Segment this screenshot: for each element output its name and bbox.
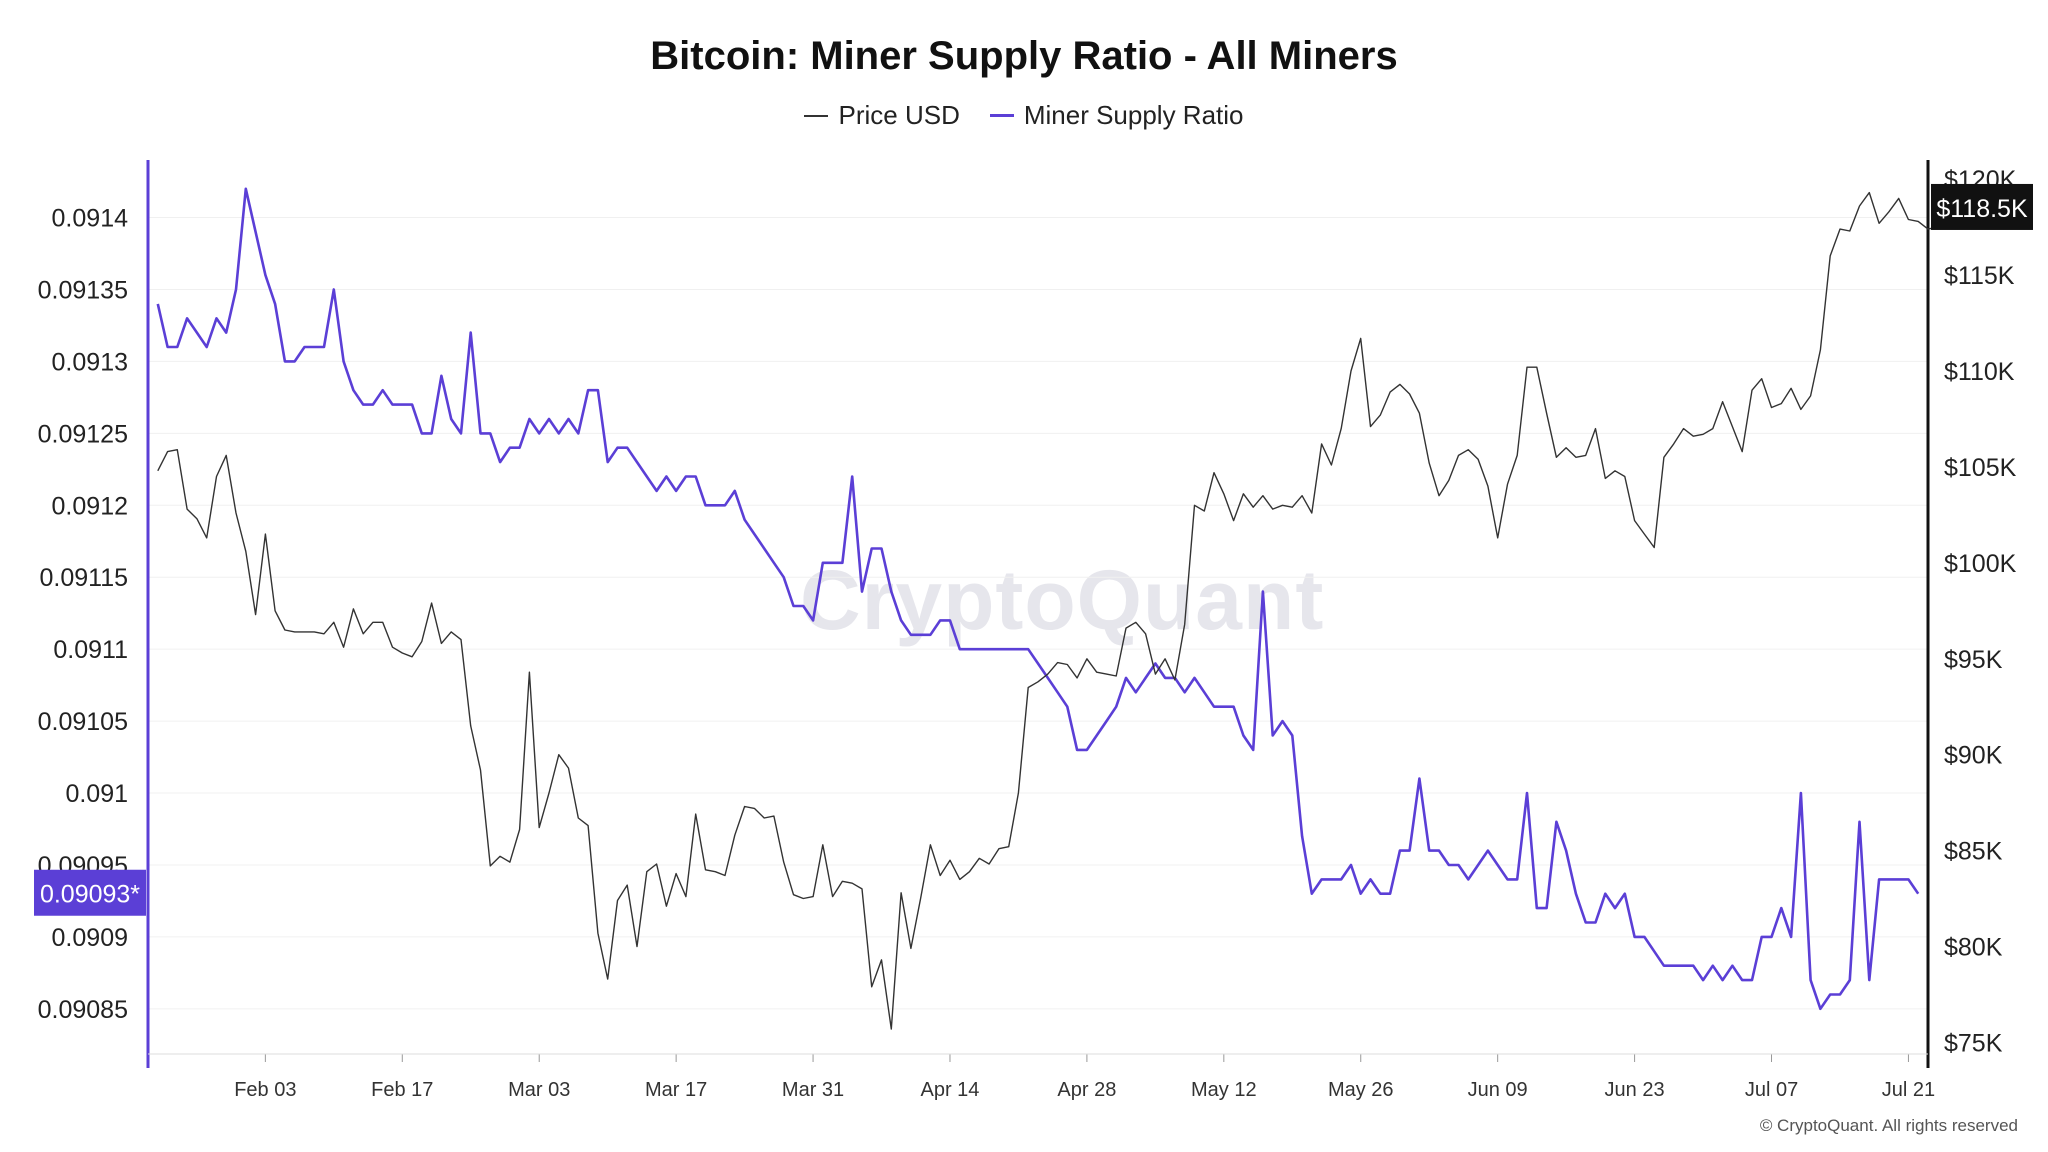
right-tick-label: $105K (1944, 454, 2017, 482)
x-tick-label: Mar 31 (782, 1079, 844, 1101)
legend: Price USD Miner Supply Ratio (0, 100, 2048, 131)
chart-title: Bitcoin: Miner Supply Ratio - All Miners (650, 34, 1398, 78)
left-tick-label: 0.09105 (38, 708, 128, 736)
legend-item-price[interactable]: Price USD (804, 100, 960, 131)
x-tick-label: Jul 07 (1745, 1079, 1798, 1101)
x-tick-label: Jul 21 (1882, 1079, 1935, 1101)
right-tick-label: $75K (1944, 1029, 2003, 1057)
axes-layer: 0.090850.09090.090950.0910.091050.09110.… (38, 160, 2017, 1101)
series-line-price-usd[interactable] (157, 186, 1958, 1030)
x-tick-label: Jun 09 (1468, 1079, 1528, 1101)
current-price-label: $118.5K (1936, 195, 2028, 223)
current-ratio-badge (34, 869, 146, 916)
left-tick-label: 0.0914 (52, 205, 129, 233)
current-ratio-label: 0.09093* (40, 881, 140, 909)
left-tick-label: 0.09085 (38, 996, 128, 1024)
series-layer (156, 186, 1958, 1030)
current-price-badge (1931, 183, 2033, 230)
legend-label-ratio: Miner Supply Ratio (1023, 100, 1244, 130)
right-tick-label: $115K (1944, 262, 2015, 290)
left-tick-label: 0.09115 (39, 564, 128, 592)
x-tick-label: Mar 03 (508, 1079, 570, 1101)
x-tick-label: Jun 23 (1605, 1079, 1665, 1101)
right-tick-label: $95K (1944, 646, 2003, 674)
legend-swatch-price (804, 114, 829, 117)
x-tick-label: May 26 (1328, 1079, 1394, 1101)
right-tick-label: $110K (1944, 358, 2015, 386)
right-tick-label: $90K (1944, 742, 2003, 770)
x-tick-label: Feb 17 (371, 1079, 433, 1101)
x-tick-label: May 12 (1191, 1079, 1257, 1101)
legend-swatch-ratio (989, 114, 1014, 117)
left-tick-label: 0.0913 (52, 348, 128, 376)
legend-item-ratio[interactable]: Miner Supply Ratio (989, 100, 1244, 131)
labels-layer: 0.09093* $118.5K (34, 183, 2033, 916)
x-tick-label: Apr 14 (921, 1079, 980, 1101)
series-line-miner-supply-ratio[interactable] (156, 187, 1920, 1011)
right-tick-label: $80K (1944, 933, 2003, 961)
copyright-notice: © CryptoQuant. All rights reserved (1759, 1116, 2018, 1135)
x-tick-label: Feb 03 (234, 1079, 296, 1101)
left-tick-label: 0.09135 (38, 276, 128, 304)
x-tick-label: Apr 28 (1057, 1079, 1116, 1101)
left-tick-label: 0.0909 (52, 924, 128, 952)
legend-label-price: Price USD (838, 100, 960, 130)
left-tick-label: 0.091 (65, 780, 128, 808)
left-tick-label: 0.0911 (53, 636, 128, 664)
x-tick-label: Mar 17 (645, 1079, 707, 1101)
right-tick-label: $85K (1944, 838, 2003, 866)
left-tick-label: 0.0912 (52, 492, 128, 520)
right-tick-label: $100K (1944, 550, 2017, 578)
left-tick-label: 0.09125 (38, 420, 128, 448)
grid-layer (148, 217, 1928, 1010)
